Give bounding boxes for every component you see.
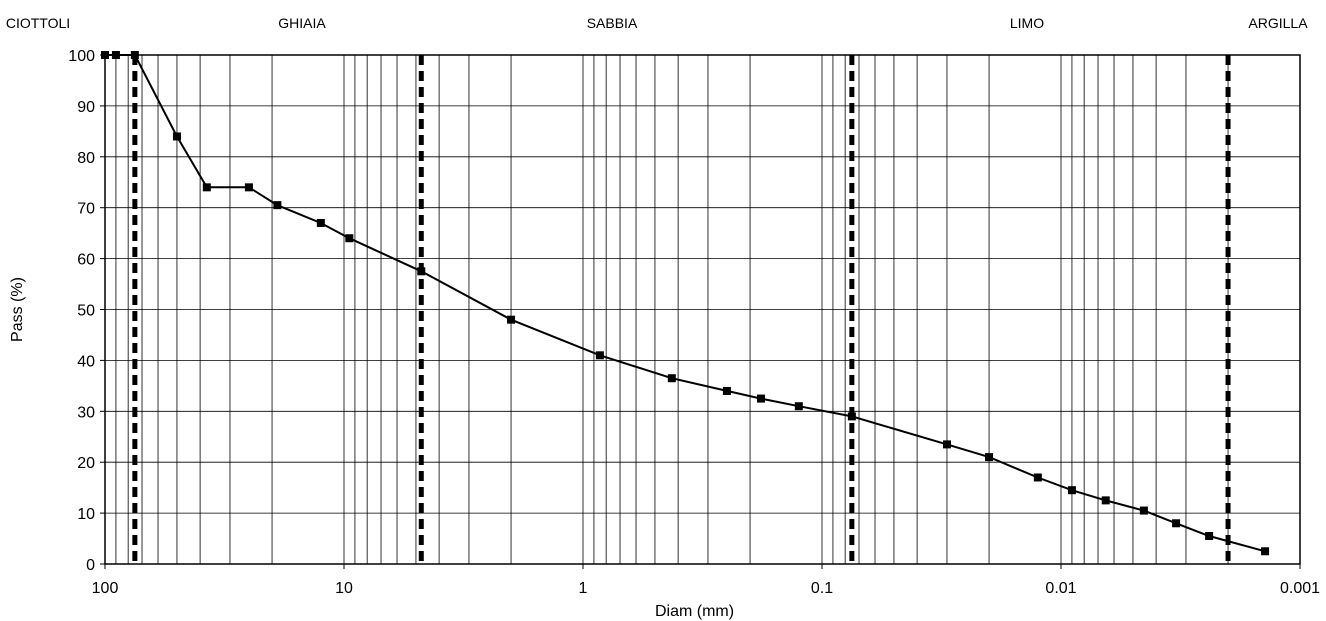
data-point [1139,506,1148,515]
data-point [756,394,765,403]
data-point [202,183,211,192]
y-tick-label: 70 [77,201,95,218]
y-tick-label: 0 [86,557,95,574]
y-tick-label: 100 [68,48,95,65]
zone-label-sabbia: SABBIA [587,15,638,31]
y-axis-ticks: 0 10 20 30 40 50 60 70 80 90 100 [68,48,105,574]
data-point [130,51,139,59]
data-point [1067,486,1076,495]
x-tick-label: 1 [579,580,588,597]
data-point [417,267,426,276]
x-tick-label: 100 [92,580,119,597]
data-point [1033,473,1042,482]
zone-labels: CIOTTOLI GHIAIA SABBIA LIMO ARGILLA [6,15,1308,31]
data-point [1205,532,1214,541]
y-tick-label: 40 [77,353,95,370]
data-point [985,453,994,462]
y-tick-label: 50 [77,303,95,320]
data-point [794,402,803,411]
data-point [273,201,282,210]
y-tick-label: 10 [77,506,95,523]
x-tick-label: 10 [335,580,353,597]
y-tick-label: 20 [77,455,95,472]
y-tick-label: 90 [77,99,95,116]
data-point [667,374,676,383]
zone-label-argilla: ARGILLA [1248,15,1308,31]
data-point [507,315,516,324]
x-tick-label: 0.01 [1045,580,1076,597]
series-line [105,54,1266,553]
data-point [722,386,731,395]
data-point [345,234,354,243]
series-layer [101,51,1270,556]
grid [105,54,1300,565]
data-point [1261,547,1270,556]
x-axis-title: Diam (mm) [655,603,734,620]
x-axis-ticks: 100 10 1 0.1 0.01 0.001 [92,564,1320,597]
data-point [847,412,856,421]
data-point [111,51,120,59]
data-point [595,351,604,360]
y-tick-label: 30 [77,404,95,421]
y-tick-label: 80 [77,150,95,167]
data-point [172,132,181,141]
x-tick-label: 0.1 [811,580,833,597]
zone-boundaries [132,55,1231,564]
y-tick-label: 60 [77,252,95,269]
data-point [244,183,253,192]
y-axis-title: Pass (%) [9,277,26,342]
data-point [1172,519,1181,528]
data-point [942,440,951,449]
x-tick-label: 0.001 [1280,580,1320,597]
data-point [316,218,325,227]
zone-label-limo: LIMO [1010,15,1044,31]
zone-label-ciottoli: CIOTTOLI [6,15,70,31]
zone-label-ghiaia: GHIAIA [278,15,326,31]
data-point [1101,496,1110,505]
